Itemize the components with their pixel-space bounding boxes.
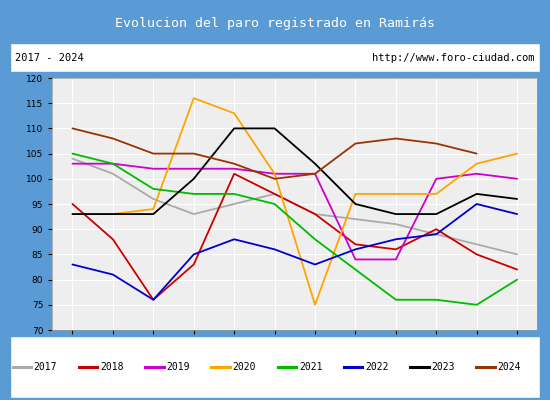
Text: 2017 - 2024: 2017 - 2024 — [15, 53, 84, 63]
Text: 2021: 2021 — [299, 362, 322, 372]
Text: 2023: 2023 — [431, 362, 455, 372]
Text: 2018: 2018 — [100, 362, 124, 372]
Text: 2020: 2020 — [233, 362, 256, 372]
Text: 2019: 2019 — [166, 362, 190, 372]
Text: 2024: 2024 — [498, 362, 521, 372]
Text: 2022: 2022 — [365, 362, 389, 372]
Text: 2017: 2017 — [34, 362, 57, 372]
Text: Evolucion del paro registrado en Ramirás: Evolucion del paro registrado en Ramirás — [115, 17, 435, 30]
Text: http://www.foro-ciudad.com: http://www.foro-ciudad.com — [372, 53, 535, 63]
